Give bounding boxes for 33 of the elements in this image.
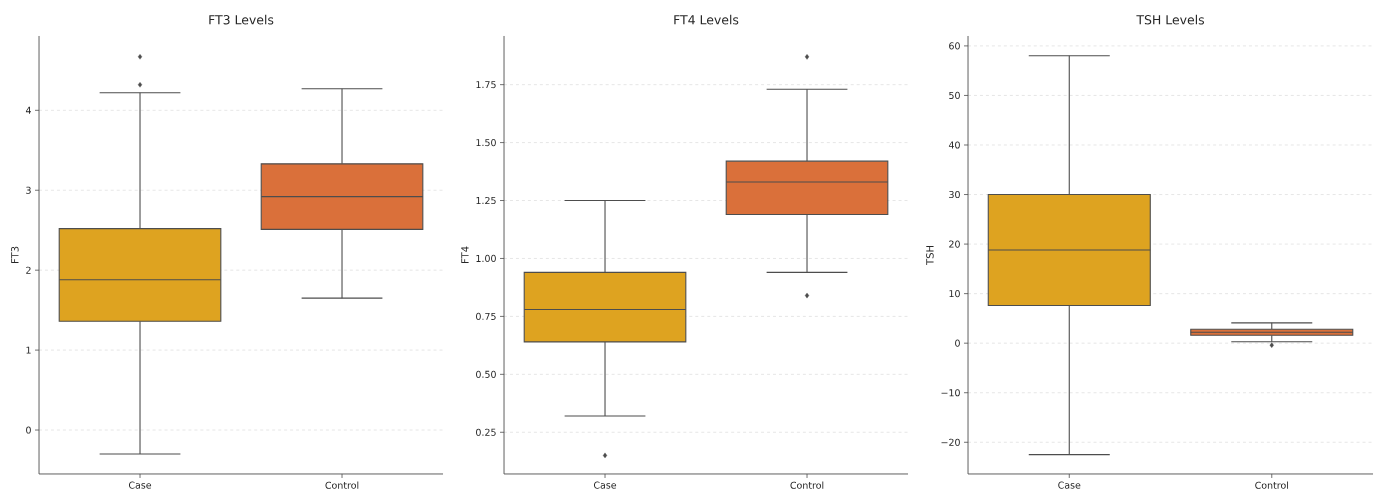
y-axis-title: FT4 [461,246,469,263]
chart-title: FT3 Levels [209,14,274,25]
y-tick-label: −10 [941,389,960,397]
y-tick-label: 40 [948,141,960,149]
y-tick-label: 1.50 [476,139,496,147]
y-tick-label: 1.75 [476,81,496,89]
y-tick-label: 0 [955,339,960,347]
x-tick-label: Case [128,481,152,489]
y-tick-label: 0 [26,426,31,434]
x-tick-label: Control [790,481,824,489]
y-tick-label: 1.25 [476,196,496,205]
chart-title: TSH Levels [1136,14,1205,25]
y-tick-label: −20 [941,438,960,446]
y-tick-label: 0.25 [476,428,496,436]
y-tick-label: 50 [949,91,960,100]
x-tick-label: Case [1058,481,1081,489]
y-tick-label: 1 [26,346,31,354]
y-axis-title: TSH [926,246,934,265]
y-tick-label: 10 [949,290,960,298]
y-tick-label: 60 [949,42,960,50]
x-tick-label: Control [1255,481,1289,489]
y-tick-label: 2 [26,266,31,274]
y-tick-label: 4 [25,106,31,114]
chart-title: FT4 Levels [674,14,739,25]
x-tick-label: Control [325,481,359,489]
y-tick-label: 30 [949,190,960,199]
y-axis-title: FT3 [11,246,19,263]
y-tick-label: 20 [949,240,960,248]
x-tick-label: Case [593,481,617,489]
y-tick-label: 3 [26,186,31,194]
y-tick-label: 0.50 [476,370,496,378]
y-tick-label: 1.00 [476,254,496,263]
y-tick-label: 0.75 [476,312,496,320]
